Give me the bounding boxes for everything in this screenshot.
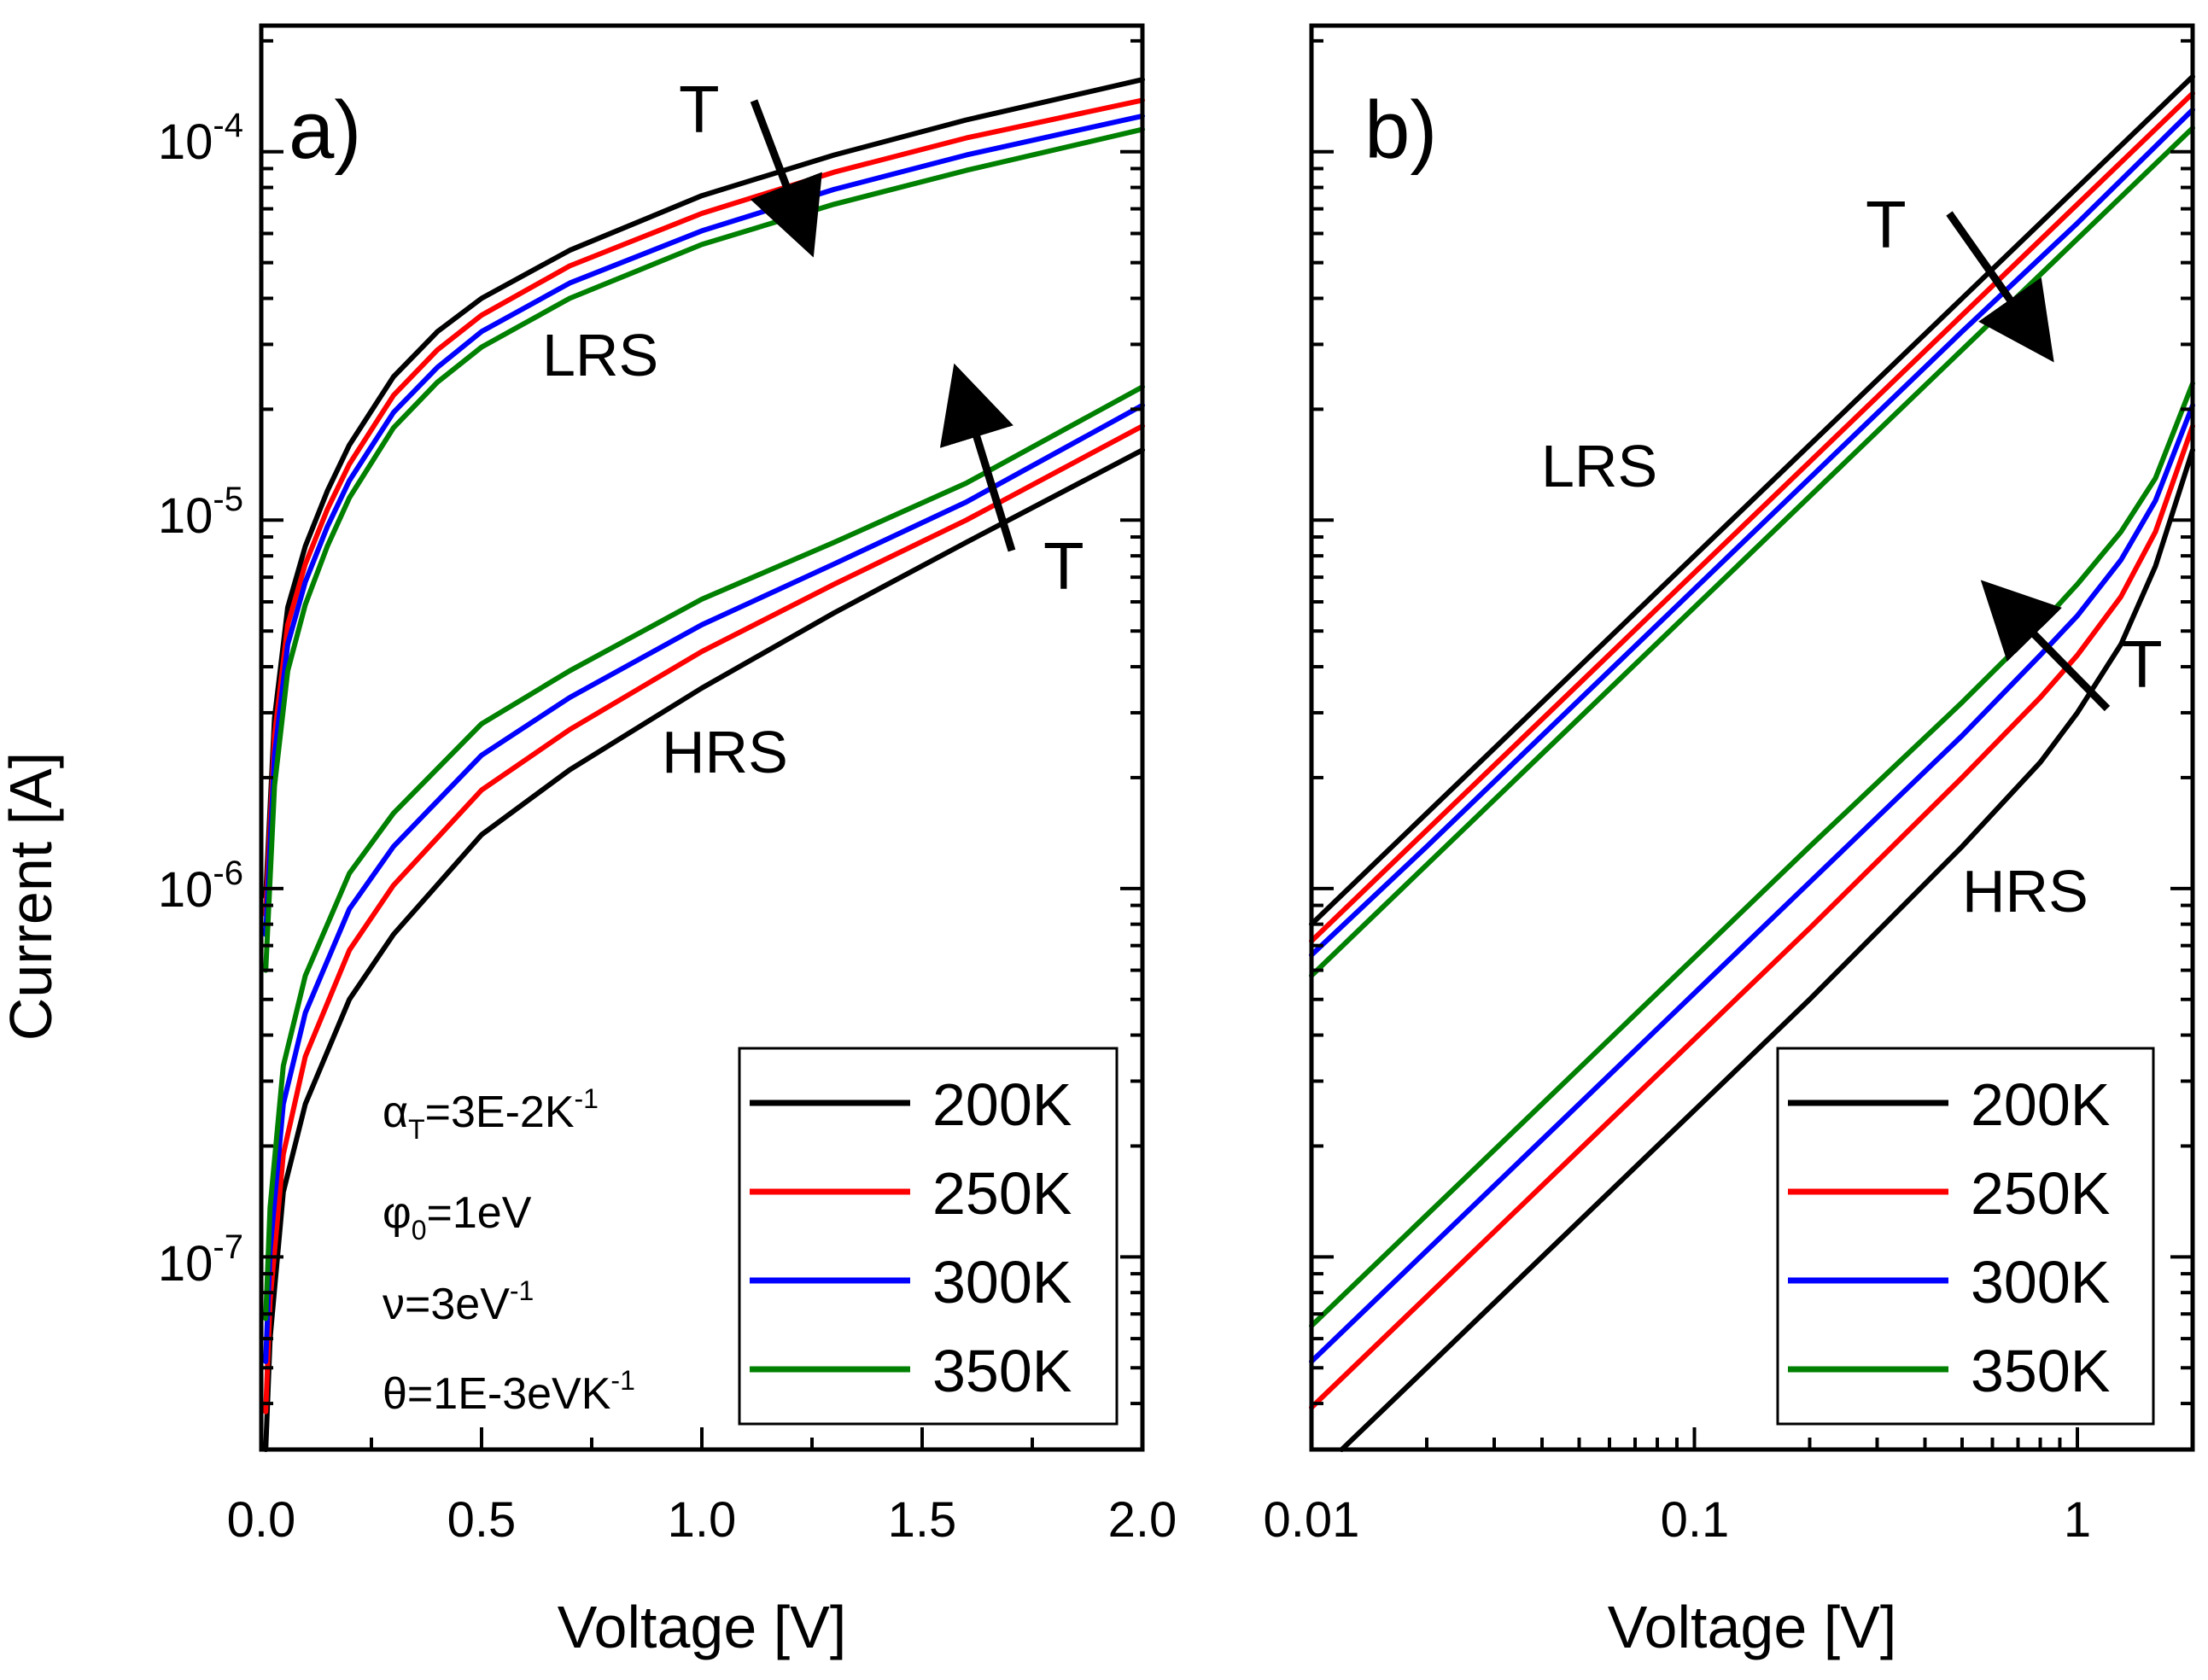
legend-label-250K: 250K bbox=[932, 1160, 1072, 1227]
series-lrs-250K bbox=[1309, 90, 2195, 944]
param-phi: φ0=1eV bbox=[383, 1188, 532, 1245]
series-lrs-350K bbox=[1309, 125, 2195, 978]
series-lrs-200K bbox=[1309, 73, 2195, 927]
panel-b-series bbox=[1309, 73, 2195, 1452]
legend-label-200K: 200K bbox=[932, 1071, 1072, 1138]
param-theta: θ=1E-3eVK-1 bbox=[383, 1365, 635, 1419]
panel-b-x-axis-label: Voltage [V] bbox=[1608, 1594, 1897, 1660]
panel-a-legend: 200K 250K 300K 350K bbox=[738, 1047, 1119, 1426]
legend-label-300K: 300K bbox=[932, 1249, 1072, 1315]
series-hrs-300K bbox=[1309, 402, 2195, 1364]
panel-a-x-tick-label: 1.0 bbox=[668, 1492, 737, 1548]
legend-label-350K: 350K bbox=[1971, 1338, 2110, 1404]
panel-b-legend: 200K 250K 300K 350K bbox=[1776, 1047, 2155, 1426]
panel-a-x-tick-label: 0.5 bbox=[447, 1492, 517, 1548]
panel-b: 0.01 0.1 1 Voltage [V] b) LRS HRS T T 20… bbox=[1264, 23, 2195, 1660]
series-hrs-200K bbox=[1339, 447, 2195, 1452]
legend-label-350K: 350K bbox=[932, 1338, 1072, 1404]
panel-b-lrs-label: LRS bbox=[1541, 433, 1657, 499]
panel-b-arrow-lrs bbox=[1946, 211, 2054, 363]
panel-b-frame bbox=[1309, 23, 2195, 1452]
panel-b-t-label-bottom: T bbox=[2122, 627, 2163, 702]
y-tick-label: 10-6 bbox=[158, 855, 243, 918]
panel-a-t-label-bottom: T bbox=[1043, 528, 1084, 604]
panel-b-arrow-hrs bbox=[1980, 580, 2111, 712]
panel-b-x-tick-label: 0.01 bbox=[1264, 1492, 1360, 1548]
panel-b-x-tick-label: 0.1 bbox=[1661, 1492, 1730, 1548]
panel-a-label: a) bbox=[289, 85, 361, 176]
panel-a-series bbox=[263, 77, 1145, 1452]
panel-b-hrs-label: HRS bbox=[1962, 858, 2088, 925]
legend-label-250K: 250K bbox=[1971, 1160, 2110, 1227]
panel-a-x-tick-label: 2.0 bbox=[1108, 1492, 1177, 1548]
series-lrs-250K bbox=[263, 97, 1145, 918]
panel-a-x-tick-label: 0.0 bbox=[227, 1492, 296, 1548]
series-hrs-250K bbox=[263, 423, 1145, 1415]
panel-a-lrs-label: LRS bbox=[542, 322, 658, 388]
panel-a-arrow-lrs bbox=[750, 99, 822, 258]
legend-label-300K: 300K bbox=[1971, 1249, 2110, 1315]
panel-a-ticks bbox=[260, 38, 1144, 1451]
panel-a: 0.0 0.5 1.0 1.5 2.0 10-7 10-6 10-5 10-4 … bbox=[158, 23, 1177, 1660]
y-tick-label: 10-5 bbox=[158, 481, 243, 544]
y-axis-label: Current [A] bbox=[0, 752, 64, 1041]
panel-b-ticks bbox=[1310, 38, 2194, 1451]
y-tick-label: 10-4 bbox=[158, 107, 243, 170]
series-lrs-300K bbox=[1309, 107, 2195, 958]
series-hrs-200K bbox=[263, 447, 1145, 1452]
panel-a-x-tick-label: 1.5 bbox=[888, 1492, 957, 1548]
series-hrs-350K bbox=[1309, 381, 2195, 1329]
series-hrs-350K bbox=[263, 384, 1145, 1321]
panel-a-hrs-label: HRS bbox=[662, 719, 788, 785]
series-lrs-200K bbox=[263, 77, 1145, 900]
series-hrs-250K bbox=[1309, 423, 2195, 1410]
param-nu: ν=3eV-1 bbox=[383, 1275, 534, 1329]
panel-b-label: b) bbox=[1364, 85, 1437, 176]
param-alpha: αT=3E-2K-1 bbox=[383, 1083, 599, 1145]
panel-a-t-label-top: T bbox=[679, 72, 720, 147]
series-hrs-300K bbox=[263, 402, 1145, 1364]
panel-a-x-axis-label: Voltage [V] bbox=[558, 1594, 847, 1660]
legend-label-200K: 200K bbox=[1971, 1071, 2110, 1138]
panel-b-x-tick-label: 1 bbox=[2064, 1492, 2091, 1548]
panel-b-t-label-top: T bbox=[1866, 187, 1907, 262]
y-tick-label: 10-7 bbox=[158, 1228, 243, 1292]
panel-a-arrow-hrs bbox=[939, 363, 1016, 552]
